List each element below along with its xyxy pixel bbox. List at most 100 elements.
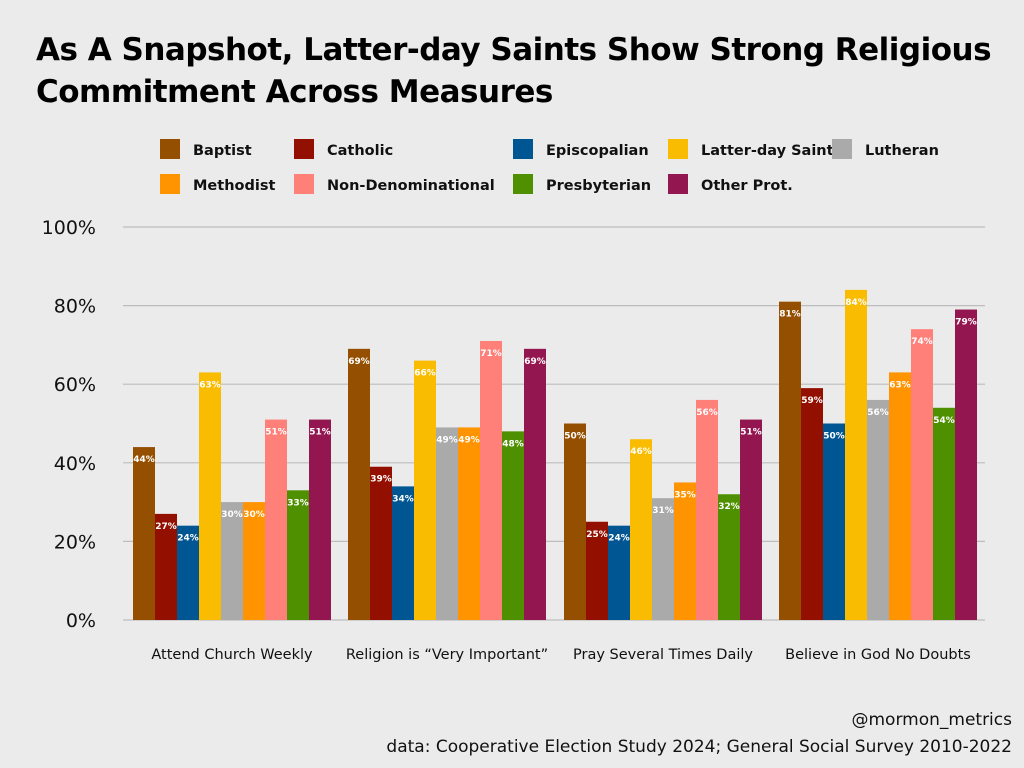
chart-title-line-2: Commitment Across Measures [36,74,553,110]
data-label: 74% [911,337,933,347]
legend-swatch [668,174,688,194]
bar [414,360,436,620]
bar [133,447,155,620]
data-label: 32% [718,502,740,512]
data-label: 48% [502,439,524,449]
bar [801,388,823,620]
legend-swatch [160,139,180,159]
legend-label: Catholic [327,143,393,159]
legend-swatch [160,174,180,194]
legend-item: Latter-day Saint [668,139,834,159]
data-label: 71% [480,349,502,359]
legend-item: Baptist [160,139,252,159]
bar [867,399,889,620]
bar [502,431,524,620]
data-label: 49% [436,435,458,445]
x-tick-label: Religion is “Very Important” [346,647,548,663]
bar [955,309,977,620]
data-label: 69% [348,357,370,367]
data-label: 66% [414,369,436,379]
data-label: 51% [265,428,287,438]
bar [436,427,458,620]
data-label: 56% [696,408,718,418]
bar [243,502,265,620]
data-label: 34% [392,494,414,504]
data-label: 44% [133,455,155,465]
bar [889,372,911,620]
data-label: 33% [287,498,309,508]
legend-item: Lutheran [832,139,939,159]
bar [696,399,718,620]
y-axis: 0% 20% 40% 60% 80% 100% [42,217,96,632]
bar [265,419,287,620]
data-label: 59% [801,396,823,406]
footer-handle: @mormon_metrics [852,710,1013,730]
data-label: 63% [199,380,221,390]
legend-swatch [668,139,688,159]
data-label: 24% [608,534,630,544]
x-tick-label: Attend Church Weekly [151,647,313,663]
bar [221,502,243,620]
bar [524,348,546,620]
legend-item: Methodist [160,174,275,194]
legend-swatch [513,174,533,194]
bar [933,407,955,620]
y-tick-label: 60% [54,374,96,396]
y-tick-label: 0% [66,610,96,632]
data-label: 54% [933,416,955,426]
legend-label: Presbyterian [546,178,651,194]
legend-label: Methodist [193,178,275,194]
bar [392,486,414,620]
legend-item: Presbyterian [513,174,651,194]
legend-swatch [294,139,314,159]
legend-swatch [294,174,314,194]
legend-swatch [513,139,533,159]
bar [823,423,845,620]
footer-source: data: Cooperative Election Study 2024; G… [386,737,1012,757]
data-label: 31% [652,506,674,516]
bar [480,340,502,620]
data-label: 39% [370,475,392,485]
data-label: 63% [889,380,911,390]
data-label: 50% [823,432,845,442]
legend-item: Catholic [294,139,393,159]
legend-label: Non-Denominational [327,178,495,194]
data-label: 25% [586,530,608,540]
data-label: 46% [630,447,652,457]
bar [348,348,370,620]
x-tick-label: Pray Several Times Daily [573,647,753,663]
data-label: 49% [458,435,480,445]
legend-label: Episcopalian [546,143,649,159]
data-label: 69% [524,357,546,367]
data-label: 51% [740,428,762,438]
legend-swatch [832,139,852,159]
legend-item: Episcopalian [513,139,649,159]
bar [458,427,480,620]
legend-label: Latter-day Saint [701,143,834,159]
bar [718,494,740,620]
y-tick-label: 40% [54,453,96,475]
bar [674,482,696,620]
x-tick-label: Believe in God No Doubts [785,647,971,663]
data-label: 56% [867,408,889,418]
legend-item: Other Prot. [668,174,793,194]
bar [608,525,630,620]
data-label: 50% [564,432,586,442]
data-label: 30% [221,510,243,520]
y-tick-label: 80% [54,296,96,318]
bar [740,419,762,620]
data-label: 79% [955,318,977,328]
data-label: 35% [674,490,696,500]
bars: 44%27%24%63%30% 30%51%33%51%69%39%34%66%4… [133,289,977,620]
y-tick-label: 20% [54,531,96,553]
legend-label: Other Prot. [701,178,793,194]
chart-title-line-1: As A Snapshot, Latter-day Saints Show St… [36,32,991,68]
data-label: 81% [779,310,801,320]
bar [564,423,586,620]
legend-item: Non-Denominational [294,174,495,194]
data-label: 30% [243,510,265,520]
bar [309,419,331,620]
bar [652,498,674,620]
legend: Baptist Catholic Episcopalian Latter-day Sa… [160,139,939,194]
